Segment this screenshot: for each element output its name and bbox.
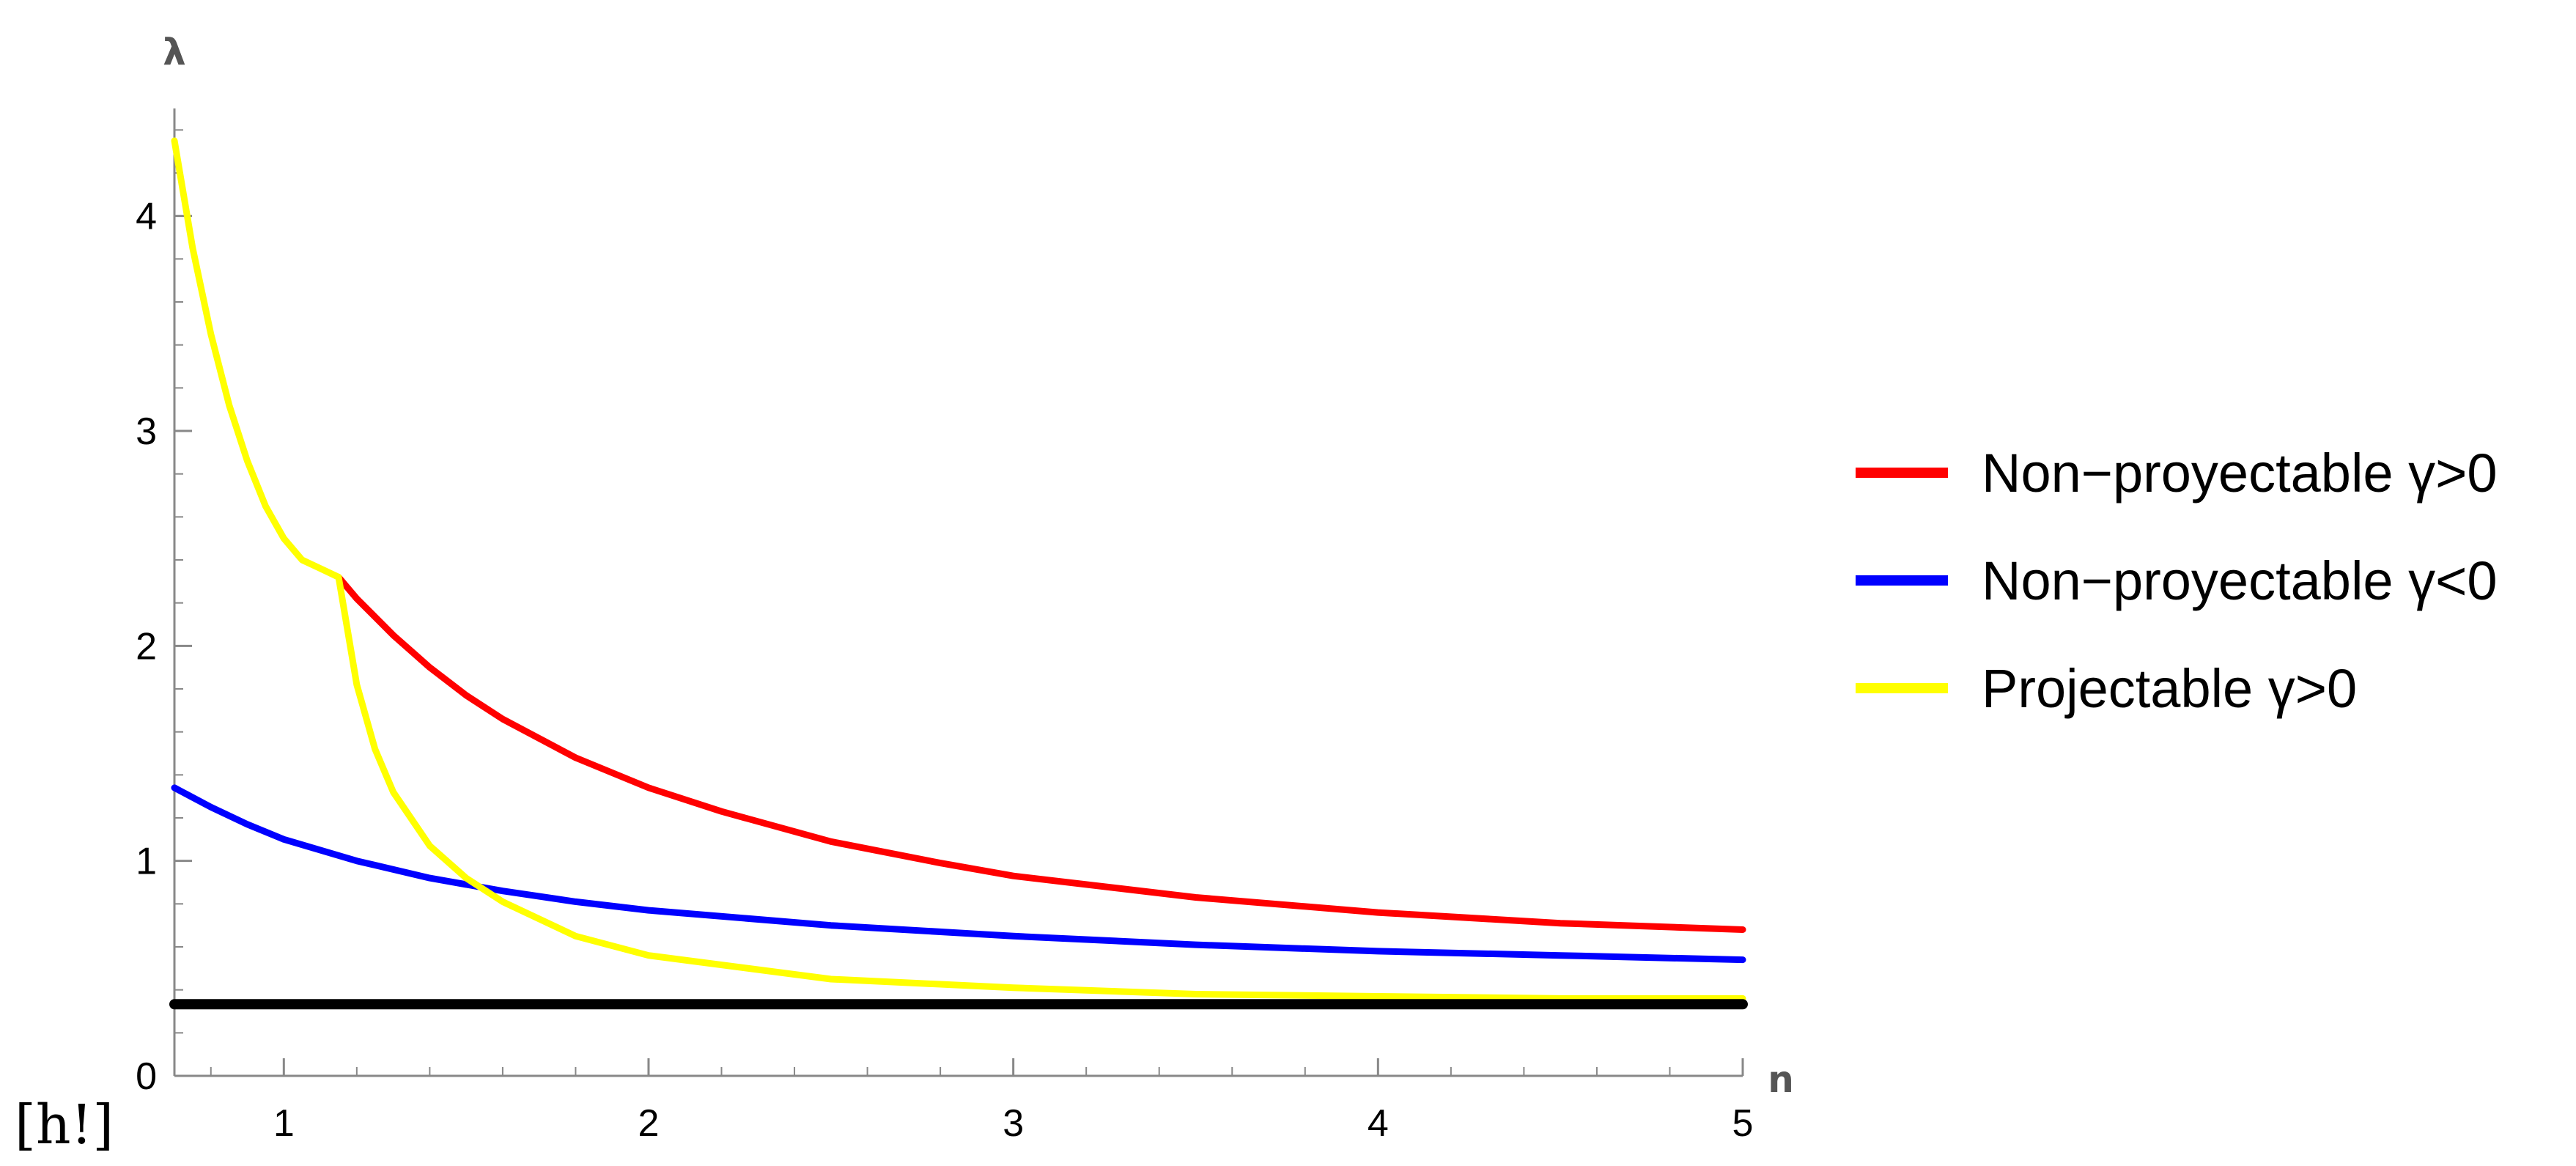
x-tick-label: 1 <box>273 1102 295 1145</box>
y-tick-label: 4 <box>136 196 157 238</box>
legend-label-2: Projectable γ>0 <box>1982 658 2357 719</box>
corner-label: [h!] <box>15 1093 114 1156</box>
y-tick-label: 0 <box>136 1055 157 1098</box>
legend-label-1: Non−proyectable γ<0 <box>1982 550 2497 611</box>
series-line-1 <box>171 784 1746 964</box>
series-layer <box>169 137 1748 1010</box>
axes: 1 2 3 4 5 0 1 2 3 4 n λ <box>136 31 1794 1145</box>
y-axis-label: λ <box>163 31 186 73</box>
x-tick-label: 4 <box>1368 1102 1389 1145</box>
legend: Non−proyectable γ>0 Non−proyectable γ<0 Pr… <box>1856 443 2497 719</box>
x-tick-label: 2 <box>638 1102 660 1145</box>
legend-label-0: Non−proyectable γ>0 <box>1982 443 2497 503</box>
y-tick-label: 2 <box>136 625 157 668</box>
series-line-0 <box>335 574 1746 933</box>
x-tick-label: 5 <box>1732 1102 1754 1145</box>
y-tick-label: 3 <box>136 410 157 453</box>
x-tick-label: 3 <box>1003 1102 1024 1145</box>
y-tick-label: 1 <box>136 841 157 883</box>
series-line-2 <box>171 137 1746 1002</box>
x-axis-label: n <box>1768 1058 1794 1101</box>
